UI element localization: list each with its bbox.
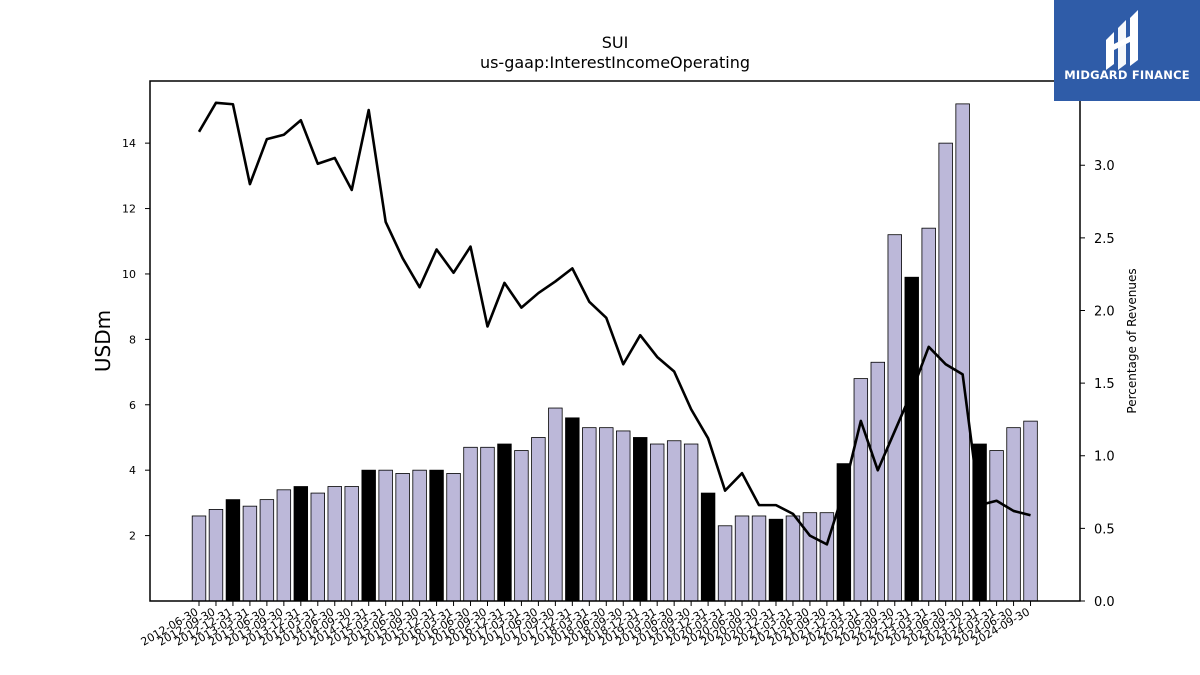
bar-2014-12-31 bbox=[361, 469, 376, 602]
bar-2012-09-30 bbox=[208, 509, 224, 602]
y-tick-label-4: 4 bbox=[129, 464, 136, 477]
y2-tick-label-2.5: 2.5 bbox=[1094, 232, 1115, 247]
bar-2016-12-31 bbox=[497, 443, 512, 602]
y-tick-label-2: 2 bbox=[129, 530, 136, 543]
bar-2015-12-31 bbox=[429, 469, 444, 602]
bar-2019-12-31 bbox=[700, 492, 716, 602]
bar-2015-09-30 bbox=[412, 469, 427, 602]
bar-2024-06-30 bbox=[1006, 427, 1021, 602]
percentage-line bbox=[197, 101, 1031, 546]
bar-2014-06-30 bbox=[327, 486, 342, 602]
chart-title: SUI bbox=[602, 33, 629, 52]
chart-subtitle: us-gaap:InterestIncomeOperating bbox=[480, 53, 750, 72]
y2-tick-label-1.0: 1.0 bbox=[1094, 450, 1115, 465]
bar-2018-06-30 bbox=[599, 427, 614, 602]
bar-2021-06-30 bbox=[802, 512, 818, 602]
bar-2013-12-31 bbox=[293, 486, 309, 602]
y-tick-label-10: 10 bbox=[122, 268, 136, 281]
y2-tick-label-0.5: 0.5 bbox=[1094, 522, 1115, 537]
bar-2012-06-30 bbox=[191, 515, 207, 602]
bar-2021-03-31 bbox=[785, 515, 801, 602]
brand-logo: MIDGARD FINANCE bbox=[1054, 0, 1200, 101]
bar-2023-09-30 bbox=[955, 103, 970, 602]
bar-2017-12-31 bbox=[565, 417, 580, 602]
y2-tick-label-2.0: 2.0 bbox=[1094, 304, 1115, 319]
bar-2013-09-30 bbox=[276, 489, 292, 602]
y-axis-ticks: 2 4 6 8 10 12 14 bbox=[122, 137, 150, 543]
bar-2022-12-31 bbox=[904, 276, 919, 602]
bar-2013-06-30 bbox=[259, 499, 275, 602]
bar-2014-09-30 bbox=[344, 486, 359, 602]
bar-2016-06-30 bbox=[463, 446, 478, 602]
bar-2021-12-31 bbox=[836, 463, 852, 602]
y-tick-label-8: 8 bbox=[129, 333, 136, 346]
bar-2019-09-30 bbox=[683, 443, 699, 602]
bar-2017-03-31 bbox=[514, 450, 529, 602]
bar-2013-03-31 bbox=[242, 505, 258, 602]
bar-2023-06-30 bbox=[938, 142, 953, 602]
midgard-mark-icon bbox=[1106, 10, 1138, 70]
bar-2019-03-31 bbox=[649, 443, 665, 602]
y2-axis-label: Percentage of Revenues bbox=[1125, 268, 1139, 413]
bar-2020-09-30 bbox=[751, 515, 767, 602]
bar-series bbox=[191, 103, 1038, 602]
bar-2020-06-30 bbox=[734, 515, 750, 602]
bar-2015-03-31 bbox=[378, 469, 393, 602]
bar-2022-06-30 bbox=[870, 361, 886, 602]
y-tick-label-6: 6 bbox=[129, 399, 136, 412]
bar-2018-12-31 bbox=[633, 437, 648, 602]
bar-2024-09-30 bbox=[1023, 420, 1038, 602]
bar-2022-03-31 bbox=[853, 378, 869, 602]
bar-2015-06-30 bbox=[395, 473, 410, 602]
y-tick-label-12: 12 bbox=[122, 203, 136, 216]
y2-axis-ticks: 0.0 0.5 1.0 1.5 2.0 2.5 3.0 bbox=[1080, 159, 1115, 610]
line-series bbox=[197, 101, 1031, 546]
y2-tick-label-1.5: 1.5 bbox=[1094, 377, 1115, 392]
y-axis-label: USDm bbox=[91, 310, 115, 372]
bar-2014-03-31 bbox=[310, 492, 325, 602]
bar-2018-03-31 bbox=[582, 427, 597, 602]
bar-2019-06-30 bbox=[666, 440, 682, 602]
bar-2023-03-31 bbox=[921, 227, 936, 602]
bar-2017-09-30 bbox=[548, 407, 563, 602]
brand-name: MIDGARD FINANCE bbox=[1064, 68, 1190, 82]
x-axis-ticks: 2012-06-302012-09-302012-12-312013-03-31… bbox=[139, 601, 1032, 649]
bar-2024-03-31 bbox=[989, 450, 1004, 602]
bar-2017-06-30 bbox=[531, 437, 546, 602]
bar-2012-12-31 bbox=[225, 499, 241, 602]
y2-tick-label-0.0: 0.0 bbox=[1094, 595, 1115, 610]
y-tick-label-14: 14 bbox=[122, 137, 136, 150]
bar-2018-09-30 bbox=[616, 430, 631, 602]
bar-2020-03-31 bbox=[717, 525, 733, 602]
plot-frame bbox=[149, 80, 1081, 602]
bar-2020-12-31 bbox=[768, 518, 784, 602]
y2-tick-label-3.0: 3.0 bbox=[1094, 159, 1115, 174]
bar-2016-03-31 bbox=[446, 473, 461, 602]
bar-2016-09-30 bbox=[480, 446, 495, 602]
